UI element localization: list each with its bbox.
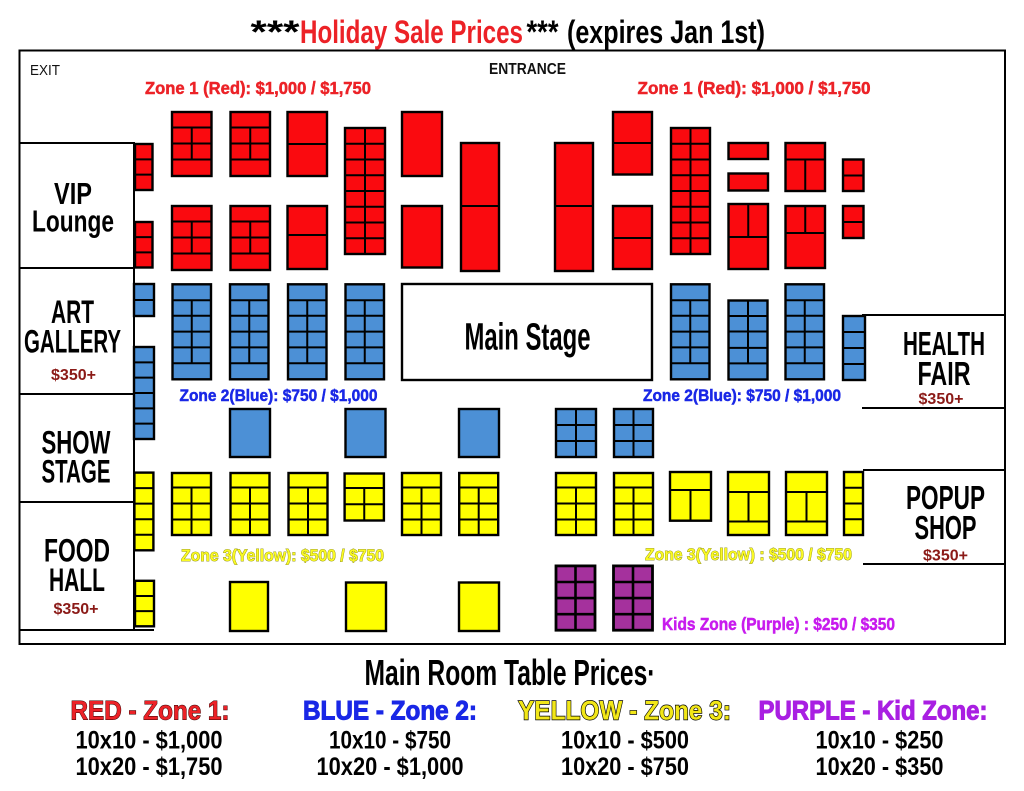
svg-text:ART: ART [51, 294, 94, 330]
svg-text:Zone 1 (Red): $1,000 / $1,750: Zone 1 (Red): $1,000 / $1,750 [145, 78, 371, 98]
svg-text:Zone 2(Blue): $750 / $1,000: Zone 2(Blue): $750 / $1,000 [180, 387, 378, 405]
svg-text:STAGE: STAGE [42, 454, 111, 490]
svg-text:10x10 - $250: 10x10 - $250 [816, 727, 944, 755]
svg-text:SHOP: SHOP [915, 510, 977, 547]
svg-text:YELLOW - Zone 3:: YELLOW - Zone 3: [518, 696, 731, 726]
svg-text:***: *** [527, 14, 559, 50]
svg-text:$350+: $350+ [923, 548, 968, 565]
svg-text:HEALTH: HEALTH [903, 326, 985, 363]
svg-text:10x10 - $500: 10x10 - $500 [561, 727, 689, 755]
svg-text:RED - Zone 1:: RED - Zone 1: [71, 696, 230, 726]
svg-text:Zone 2(Blue): $750 / $1,000: Zone 2(Blue): $750 / $1,000 [643, 387, 841, 405]
svg-text:VIP: VIP [54, 176, 92, 211]
svg-text:10x20 - $1,750: 10x20 - $1,750 [76, 753, 223, 781]
svg-text:PURPLE - Kid Zone:: PURPLE - Kid Zone: [759, 696, 988, 726]
svg-text:10x20 - $1,000: 10x20 - $1,000 [317, 753, 464, 781]
svg-text:Zone 3(Yellow) : $500 / $750: Zone 3(Yellow) : $500 / $750 [645, 545, 852, 564]
svg-text:POPUP: POPUP [906, 480, 985, 517]
svg-text:10x20 - $350: 10x20 - $350 [816, 753, 944, 781]
svg-text:Zone 3(Yellow): $500 / $750: Zone 3(Yellow): $500 / $750 [181, 546, 384, 565]
svg-text:$350+: $350+ [54, 601, 99, 618]
svg-text:Main Room Table Prices·: Main Room Table Prices· [365, 652, 656, 693]
svg-text:HALL: HALL [49, 562, 105, 598]
svg-text:ENTRANCE: ENTRANCE [489, 61, 566, 78]
svg-text:SHOW: SHOW [42, 425, 111, 461]
svg-text:GALLERY: GALLERY [24, 324, 121, 360]
svg-text:(expires Jan 1st): (expires Jan 1st) [567, 14, 765, 50]
svg-text:$350+: $350+ [51, 367, 96, 384]
svg-text:Main Stage: Main Stage [465, 317, 591, 359]
svg-text:FOOD: FOOD [44, 533, 110, 569]
svg-text:10x10 - $750: 10x10 - $750 [329, 727, 451, 755]
svg-text:Holiday Sale Prices: Holiday Sale Prices [300, 14, 523, 50]
svg-text:10x20 - $750: 10x20 - $750 [561, 753, 689, 781]
svg-text:$350+: $350+ [919, 391, 964, 408]
svg-text:Kids Zone (Purple) : $250 / $3: Kids Zone (Purple) : $250 / $350 [662, 614, 895, 634]
svg-text:10x10 - $1,000: 10x10 - $1,000 [76, 727, 223, 755]
svg-text:***: *** [251, 14, 301, 50]
svg-text:FAIR: FAIR [918, 356, 971, 393]
svg-text:BLUE - Zone 2:: BLUE - Zone 2: [303, 696, 477, 726]
svg-text:EXIT: EXIT [30, 62, 60, 79]
svg-text:Lounge: Lounge [32, 204, 114, 239]
svg-text:Zone 1 (Red): $1,000 / $1,750: Zone 1 (Red): $1,000 / $1,750 [638, 78, 871, 98]
